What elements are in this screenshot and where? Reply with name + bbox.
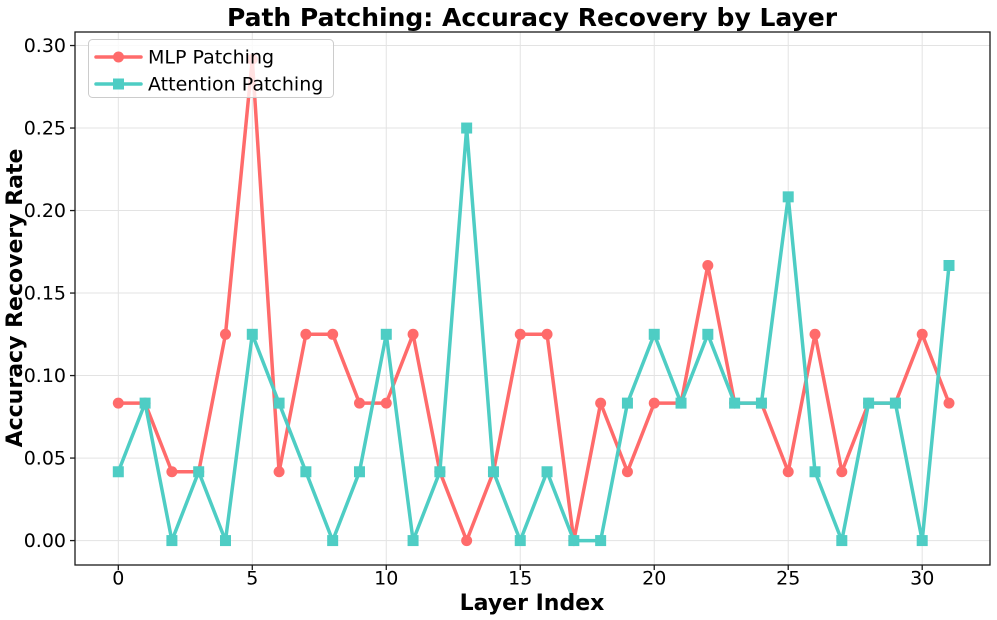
series-marker-0 xyxy=(407,328,419,340)
series-marker-1 xyxy=(514,535,526,547)
y-tick-label: 0.15 xyxy=(24,283,66,305)
series-marker-1 xyxy=(595,535,607,547)
series-marker-0 xyxy=(327,328,339,340)
series-marker-1 xyxy=(541,466,553,478)
y-tick-label: 0.20 xyxy=(24,200,66,222)
series-marker-1 xyxy=(863,397,875,409)
series-line-0 xyxy=(116,57,951,543)
series-marker-1 xyxy=(112,466,124,478)
series-marker-0 xyxy=(112,397,124,409)
series-marker-0 xyxy=(461,535,473,547)
series-marker-1 xyxy=(702,328,714,340)
series-marker-1 xyxy=(434,466,446,478)
series-marker-1 xyxy=(755,397,767,409)
series-layer xyxy=(112,53,955,547)
x-tick-label: 20 xyxy=(642,568,666,590)
series-marker-1 xyxy=(648,328,660,340)
x-tick-label: 15 xyxy=(508,568,532,590)
x-tick-label: 30 xyxy=(910,568,934,590)
series-marker-1 xyxy=(327,535,339,547)
series-marker-1 xyxy=(219,535,231,547)
series-marker-0 xyxy=(353,397,365,409)
gridlines-layer xyxy=(75,32,990,565)
series-marker-0 xyxy=(380,397,392,409)
series-marker-1 xyxy=(621,397,633,409)
plot-border xyxy=(74,31,991,566)
series-marker-0 xyxy=(916,328,928,340)
series-line-1 xyxy=(116,126,951,543)
series-marker-1 xyxy=(487,466,499,478)
legend-swatch-circle-icon xyxy=(113,51,124,63)
x-tick-label: 10 xyxy=(374,568,398,590)
series-marker-1 xyxy=(889,397,901,409)
y-axis-label: Accuracy Recovery Rate xyxy=(3,149,28,448)
series-marker-1 xyxy=(809,466,821,478)
series-marker-0 xyxy=(809,328,821,340)
series-marker-1 xyxy=(407,535,419,547)
series-marker-0 xyxy=(595,397,607,409)
series-marker-1 xyxy=(273,397,285,409)
series-marker-1 xyxy=(675,397,687,409)
series-marker-0 xyxy=(219,328,231,340)
y-tick-label: 0.25 xyxy=(24,118,66,140)
x-tick-label: 25 xyxy=(776,568,800,590)
y-tick-label: 0.05 xyxy=(24,448,66,470)
series-marker-1 xyxy=(193,466,205,478)
series-marker-0 xyxy=(541,328,553,340)
series-marker-1 xyxy=(380,328,392,340)
axes-layer: 0 5 10 15 20 25 30 0.00 0.05 0.10 0.15 0.20 0.25 0.30 xyxy=(24,31,991,590)
series-marker-0 xyxy=(166,466,178,478)
series-marker-1 xyxy=(916,535,928,547)
series-marker-0 xyxy=(782,466,794,478)
series-marker-0 xyxy=(621,466,633,478)
x-tick-label: 5 xyxy=(246,568,258,590)
series-marker-0 xyxy=(273,466,285,478)
series-marker-0 xyxy=(300,328,312,340)
series-marker-0 xyxy=(514,328,526,340)
series-marker-0 xyxy=(836,466,848,478)
series-marker-1 xyxy=(246,328,258,340)
legend-label-1: Attention Patching xyxy=(148,74,323,96)
series-marker-1 xyxy=(353,466,365,478)
y-tick-label: 0.30 xyxy=(24,35,66,57)
legend: MLP Patching Attention Patching xyxy=(88,39,334,98)
series-marker-1 xyxy=(139,397,151,409)
legend-box xyxy=(88,39,334,98)
series-marker-1 xyxy=(943,259,955,271)
x-tick-label: 0 xyxy=(112,568,124,590)
legend-label-0: MLP Patching xyxy=(148,47,274,69)
legend-swatch-square-icon xyxy=(113,78,124,90)
chart-title: Path Patching: Accuracy Recovery by Laye… xyxy=(227,3,838,32)
series-marker-1 xyxy=(568,535,580,547)
series-marker-1 xyxy=(300,466,312,478)
y-tick-label: 0.10 xyxy=(24,365,66,387)
series-marker-0 xyxy=(702,259,714,271)
series-marker-1 xyxy=(729,397,741,409)
series-marker-1 xyxy=(166,535,178,547)
series-marker-0 xyxy=(943,397,955,409)
series-marker-0 xyxy=(648,397,660,409)
y-tick-label: 0.00 xyxy=(24,530,66,552)
series-marker-1 xyxy=(782,191,794,203)
x-axis-label: Layer Index xyxy=(460,591,605,616)
series-marker-1 xyxy=(836,535,848,547)
series-marker-1 xyxy=(461,122,473,134)
